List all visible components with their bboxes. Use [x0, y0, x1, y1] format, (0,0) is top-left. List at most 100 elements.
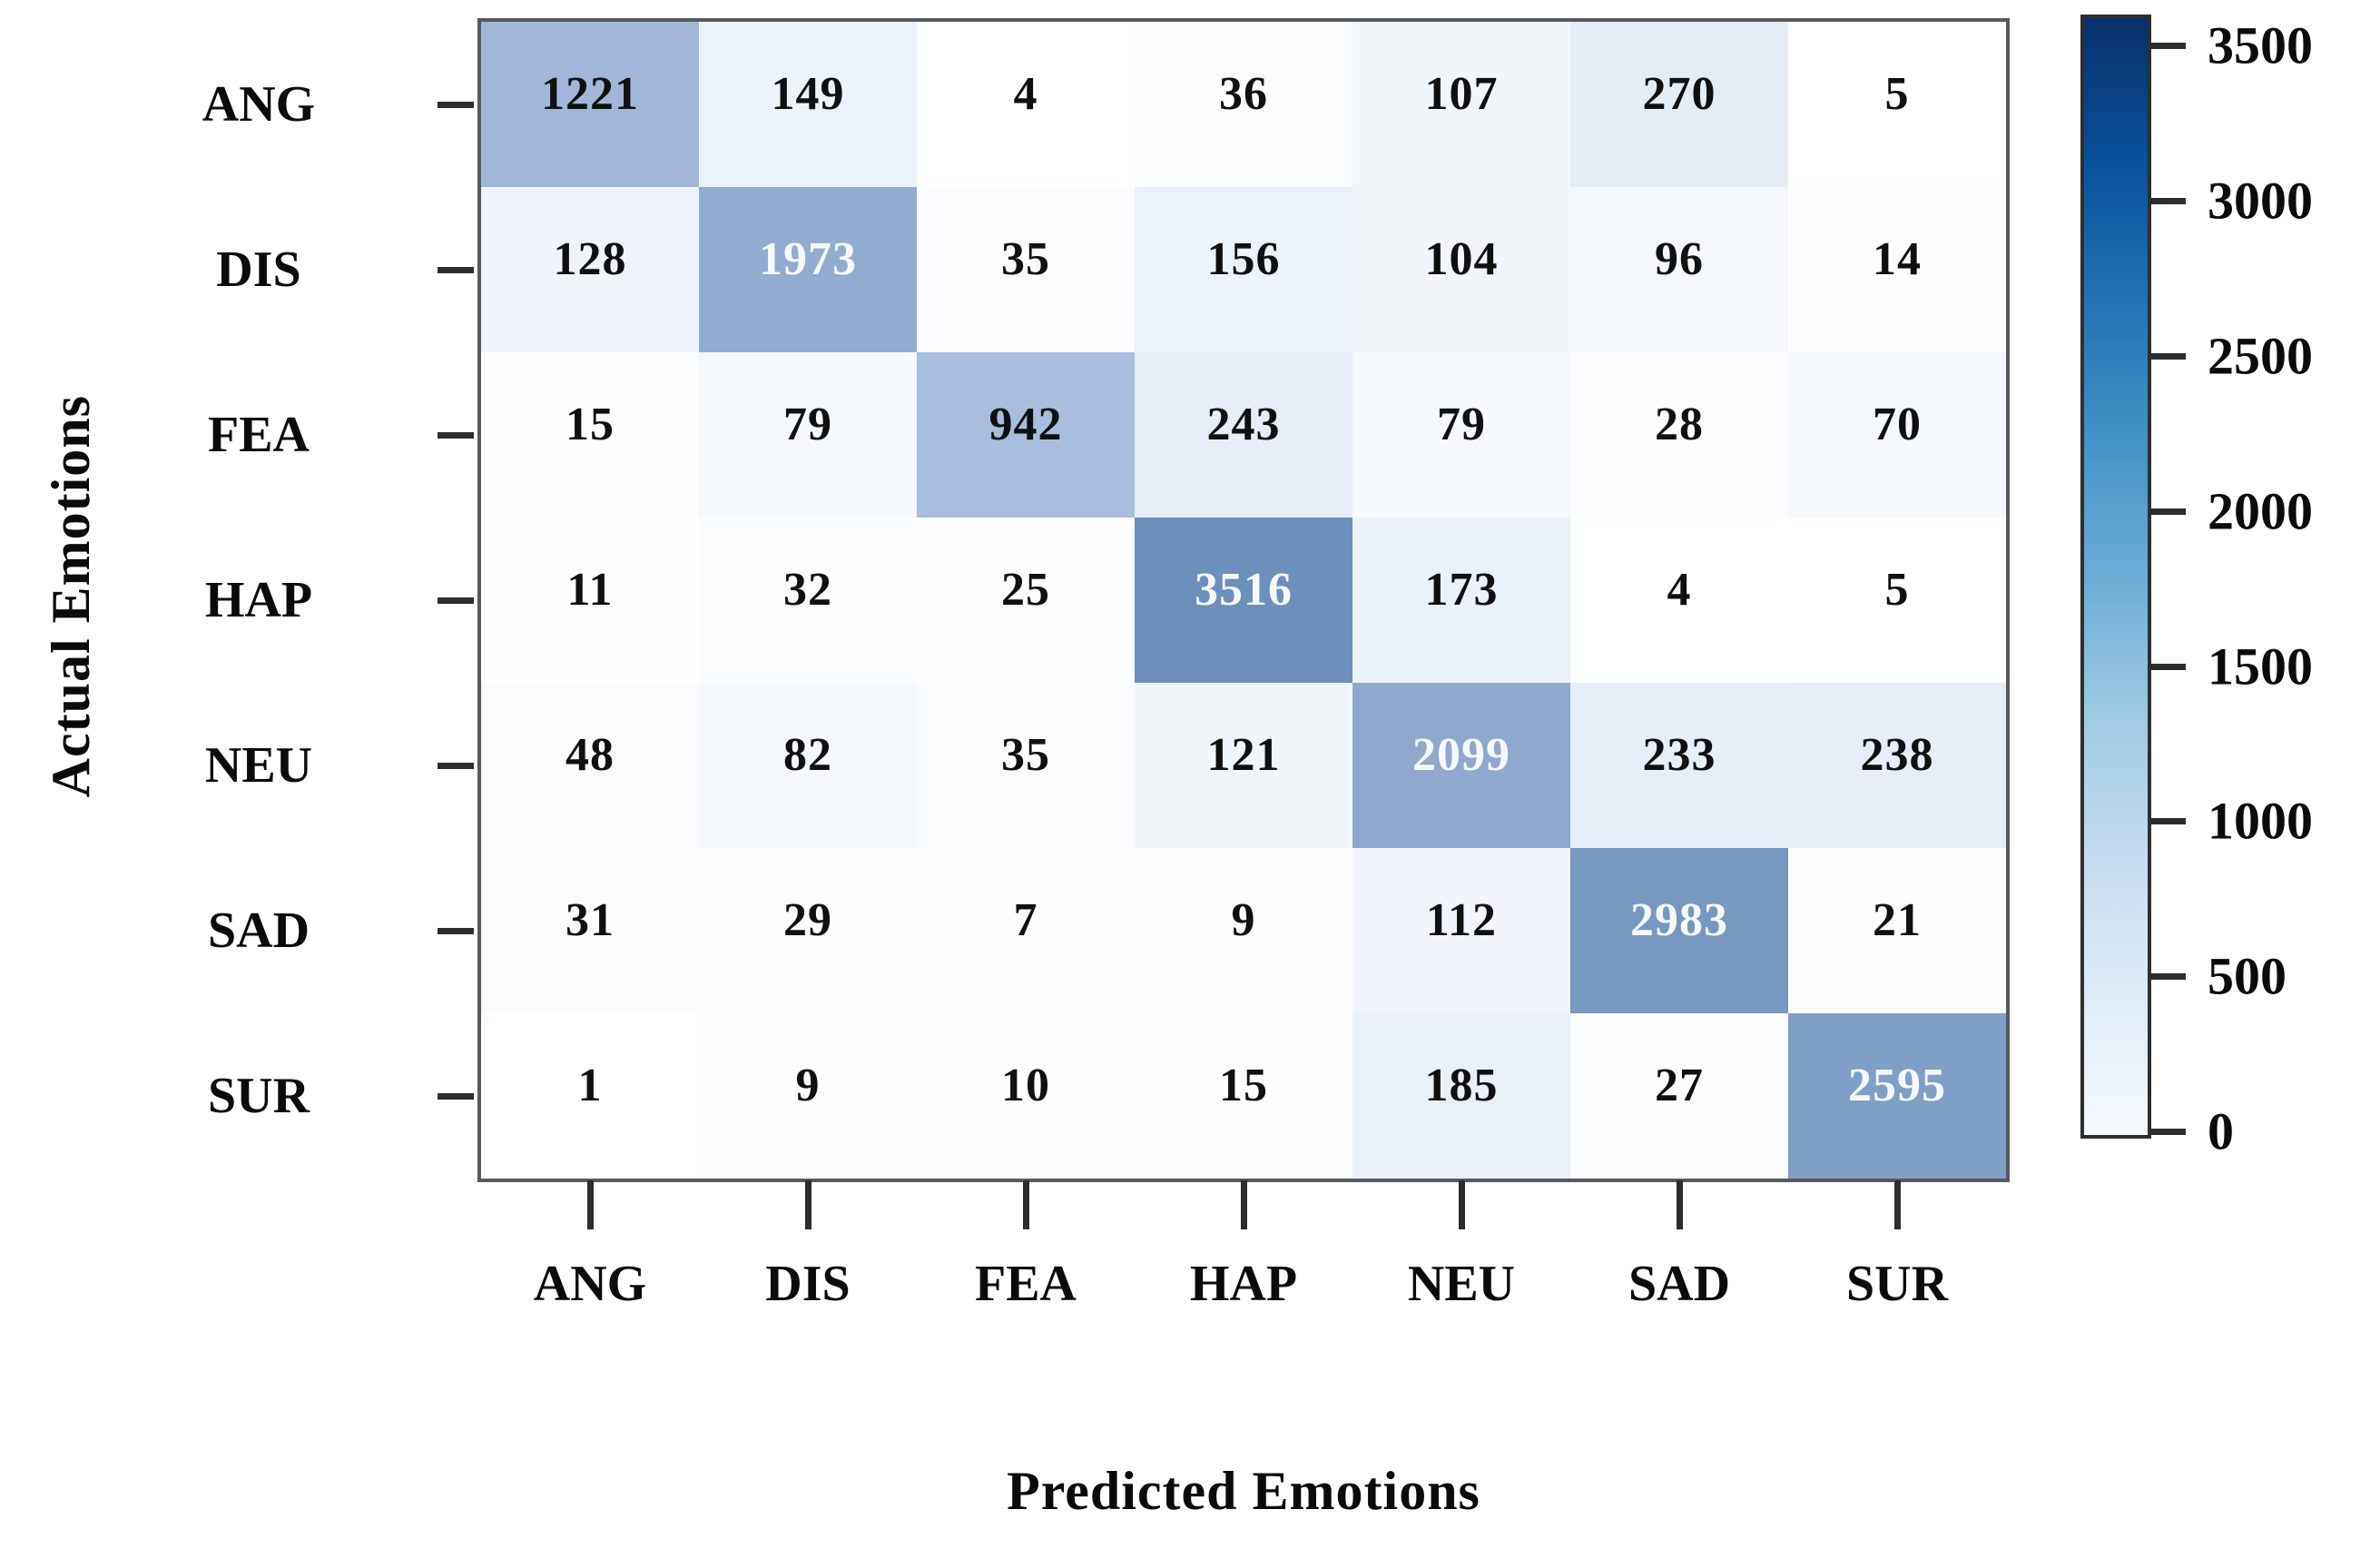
y-axis-tick [438, 267, 474, 273]
heatmap-cell: 15 [481, 352, 699, 518]
heatmap-cell: 5 [1788, 518, 2006, 683]
heatmap-cell: 79 [1352, 352, 1570, 518]
cell-value: 9 [795, 1059, 821, 1111]
colorbar-tick-label: 3500 [2208, 15, 2313, 75]
y-axis-title: Actual Emotions [16, 18, 125, 1175]
colorbar-tick-label: 3000 [2208, 171, 2313, 231]
cell-value: 79 [783, 398, 832, 450]
x-axis-tick [587, 1180, 594, 1229]
heatmap-cell: 28 [1570, 352, 1788, 518]
heatmap-cell: 27 [1570, 1013, 1788, 1179]
heatmap-cell: 270 [1570, 22, 1788, 187]
x-axis-tick [1677, 1180, 1683, 1229]
cell-value: 5 [1884, 563, 1910, 616]
cell-value: 2983 [1630, 893, 1728, 946]
x-axis-tick-label: FEA [975, 1256, 1077, 1312]
cell-value: 185 [1424, 1059, 1499, 1111]
cell-value: 942 [988, 398, 1063, 450]
x-axis-tick [1459, 1180, 1465, 1229]
heatmap-cell: 9 [699, 1013, 917, 1179]
cell-value: 10 [1001, 1059, 1050, 1111]
heatmap-cell: 36 [1135, 22, 1352, 187]
heatmap-cell: 82 [699, 683, 917, 848]
y-axis-tick [438, 1093, 474, 1100]
cell-value: 32 [783, 563, 832, 616]
cell-value: 270 [1642, 67, 1716, 120]
cell-value: 15 [565, 398, 615, 450]
heatmap-cell: 29 [699, 848, 917, 1013]
colorbar-tick-label: 1000 [2208, 791, 2313, 851]
cell-value: 31 [565, 893, 615, 946]
cell-value: 35 [1001, 232, 1050, 285]
cell-value: 9 [1231, 893, 1256, 946]
cell-value: 7 [1013, 893, 1038, 946]
heatmap-cell: 104 [1352, 187, 1570, 352]
heatmap-cell: 1 [481, 1013, 699, 1179]
colorbar-tick-label: 0 [2208, 1101, 2234, 1161]
y-axis-tick-label: FEA [208, 407, 310, 463]
x-axis-tick-label: NEU [1407, 1256, 1516, 1312]
heatmap-cell: 1973 [699, 187, 917, 352]
y-axis-title-text: Actual Emotions [40, 395, 101, 798]
x-axis-tick-label: ANG [533, 1256, 647, 1312]
y-axis-tick [438, 763, 474, 769]
cell-value: 48 [565, 728, 615, 781]
heatmap-cell: 1221 [481, 22, 699, 187]
cell-value: 149 [771, 67, 845, 120]
colorbar-tick-label: 1500 [2208, 636, 2313, 696]
colorbar-tick-label: 2000 [2208, 481, 2313, 541]
y-axis-tick-label: SUR [207, 1068, 310, 1124]
x-axis-tick-label: DIS [765, 1256, 851, 1312]
heatmap-cell: 2595 [1788, 1013, 2006, 1179]
heatmap-cell: 243 [1135, 352, 1352, 518]
heatmap-cell: 79 [699, 352, 917, 518]
heatmap-cell: 233 [1570, 683, 1788, 848]
x-axis-tick [805, 1180, 811, 1229]
heatmap-cell: 4 [917, 22, 1135, 187]
y-axis-tick-label: HAP [204, 572, 313, 628]
cell-value: 121 [1206, 728, 1281, 781]
heatmap-cell: 10 [917, 1013, 1135, 1179]
cell-value: 15 [1219, 1059, 1268, 1111]
y-axis-tick-label: SAD [207, 903, 310, 959]
cell-value: 79 [1437, 398, 1486, 450]
y-axis-tick [438, 102, 474, 108]
heatmap-cell: 11 [481, 518, 699, 683]
heatmap-cell: 96 [1570, 187, 1788, 352]
heatmap-cell: 31 [481, 848, 699, 1013]
heatmap-cell: 25 [917, 518, 1135, 683]
colorbar-tick [2151, 1129, 2186, 1135]
cell-value: 2595 [1848, 1059, 1946, 1111]
heatmap-cell: 32 [699, 518, 917, 683]
heatmap-cell: 2099 [1352, 683, 1570, 848]
cell-value: 1221 [541, 67, 639, 120]
heatmap-cell: 942 [917, 352, 1135, 518]
x-axis-tick-label: SUR [1845, 1256, 1949, 1312]
heatmap-cell: 35 [917, 683, 1135, 848]
x-axis-tick [1241, 1180, 1247, 1229]
cell-value: 27 [1655, 1059, 1704, 1111]
cell-value: 96 [1655, 232, 1704, 285]
heatmap-cell: 112 [1352, 848, 1570, 1013]
cell-value: 4 [1667, 563, 1692, 616]
cell-value: 3516 [1195, 563, 1293, 616]
cell-value: 128 [553, 232, 627, 285]
heatmap-cell: 156 [1135, 187, 1352, 352]
heatmap-cell: 2983 [1570, 848, 1788, 1013]
cell-value: 173 [1424, 563, 1499, 616]
heatmap-cell: 5 [1788, 22, 2006, 187]
cell-value: 29 [783, 893, 832, 946]
cell-value: 233 [1642, 728, 1716, 781]
cell-value: 25 [1001, 563, 1050, 616]
heatmap-cell: 4 [1570, 518, 1788, 683]
cell-value: 35 [1001, 728, 1050, 781]
heatmap-cell: 48 [481, 683, 699, 848]
cell-value: 238 [1860, 728, 1934, 781]
colorbar [2080, 15, 2151, 1139]
heatmap-cell: 149 [699, 22, 917, 187]
heatmap-cell: 7 [917, 848, 1135, 1013]
x-axis-tick-label: HAP [1189, 1256, 1298, 1312]
cell-value: 21 [1873, 893, 1922, 946]
heatmap-cell: 70 [1788, 352, 2006, 518]
heatmap-cell: 3516 [1135, 518, 1352, 683]
